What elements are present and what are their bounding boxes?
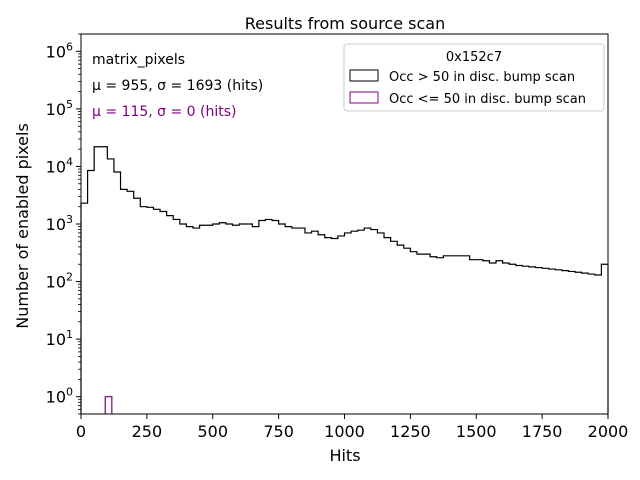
- x-tick-label: 1250: [390, 422, 431, 441]
- x-tick-label: 750: [263, 422, 294, 441]
- x-tick-label: 250: [132, 422, 163, 441]
- legend-title: 0x152c7: [446, 50, 502, 65]
- y-tick-label: 101: [46, 328, 73, 349]
- y-axis-label: Number of enabled pixels: [13, 123, 32, 329]
- chart-title: Results from source scan: [245, 14, 445, 33]
- x-tick-label: 1750: [522, 422, 563, 441]
- histogram-series-occ-high: [80, 146, 609, 414]
- legend-label-occ-high: Occ > 50 in disc. bump scan: [389, 70, 575, 85]
- y-tick-label: 100: [46, 386, 73, 407]
- y-tick-label: 106: [46, 40, 73, 61]
- annotation-stats-low: μ = 115, σ = 0 (hits): [92, 104, 237, 120]
- annotation-stats-main: μ = 955, σ = 1693 (hits): [92, 78, 263, 94]
- legend: 0x152c7 Occ > 50 in disc. bump scan Occ …: [343, 43, 605, 112]
- x-tick-label: 1500: [456, 422, 497, 441]
- legend-swatch-occ-low: [349, 91, 379, 104]
- x-tick-label: 1000: [324, 422, 365, 441]
- plot-area: [80, 146, 609, 414]
- x-axis: 0 250 500 750 1000 1250 1500 1750 2000: [76, 414, 628, 441]
- y-axis: 100 101 102 103 104 105 106: [46, 33, 81, 415]
- stats-annotations: matrix_pixels μ = 955, σ = 1693 (hits) μ…: [92, 52, 263, 120]
- annotation-dataset-name: matrix_pixels: [92, 52, 185, 68]
- histogram-series-occ-low: [104, 396, 113, 414]
- y-tick-label: 105: [46, 98, 73, 119]
- x-tick-label: 2000: [588, 422, 629, 441]
- x-tick-label: 0: [76, 422, 86, 441]
- y-tick-label: 104: [46, 155, 73, 176]
- legend-label-occ-low: Occ <= 50 in disc. bump scan: [389, 92, 586, 107]
- x-axis-label: Hits: [329, 446, 360, 465]
- x-tick-label: 500: [197, 422, 228, 441]
- y-tick-label: 102: [46, 271, 73, 292]
- legend-swatch-occ-high: [349, 69, 379, 82]
- y-tick-label: 103: [46, 213, 73, 234]
- legend-frame: [343, 43, 605, 112]
